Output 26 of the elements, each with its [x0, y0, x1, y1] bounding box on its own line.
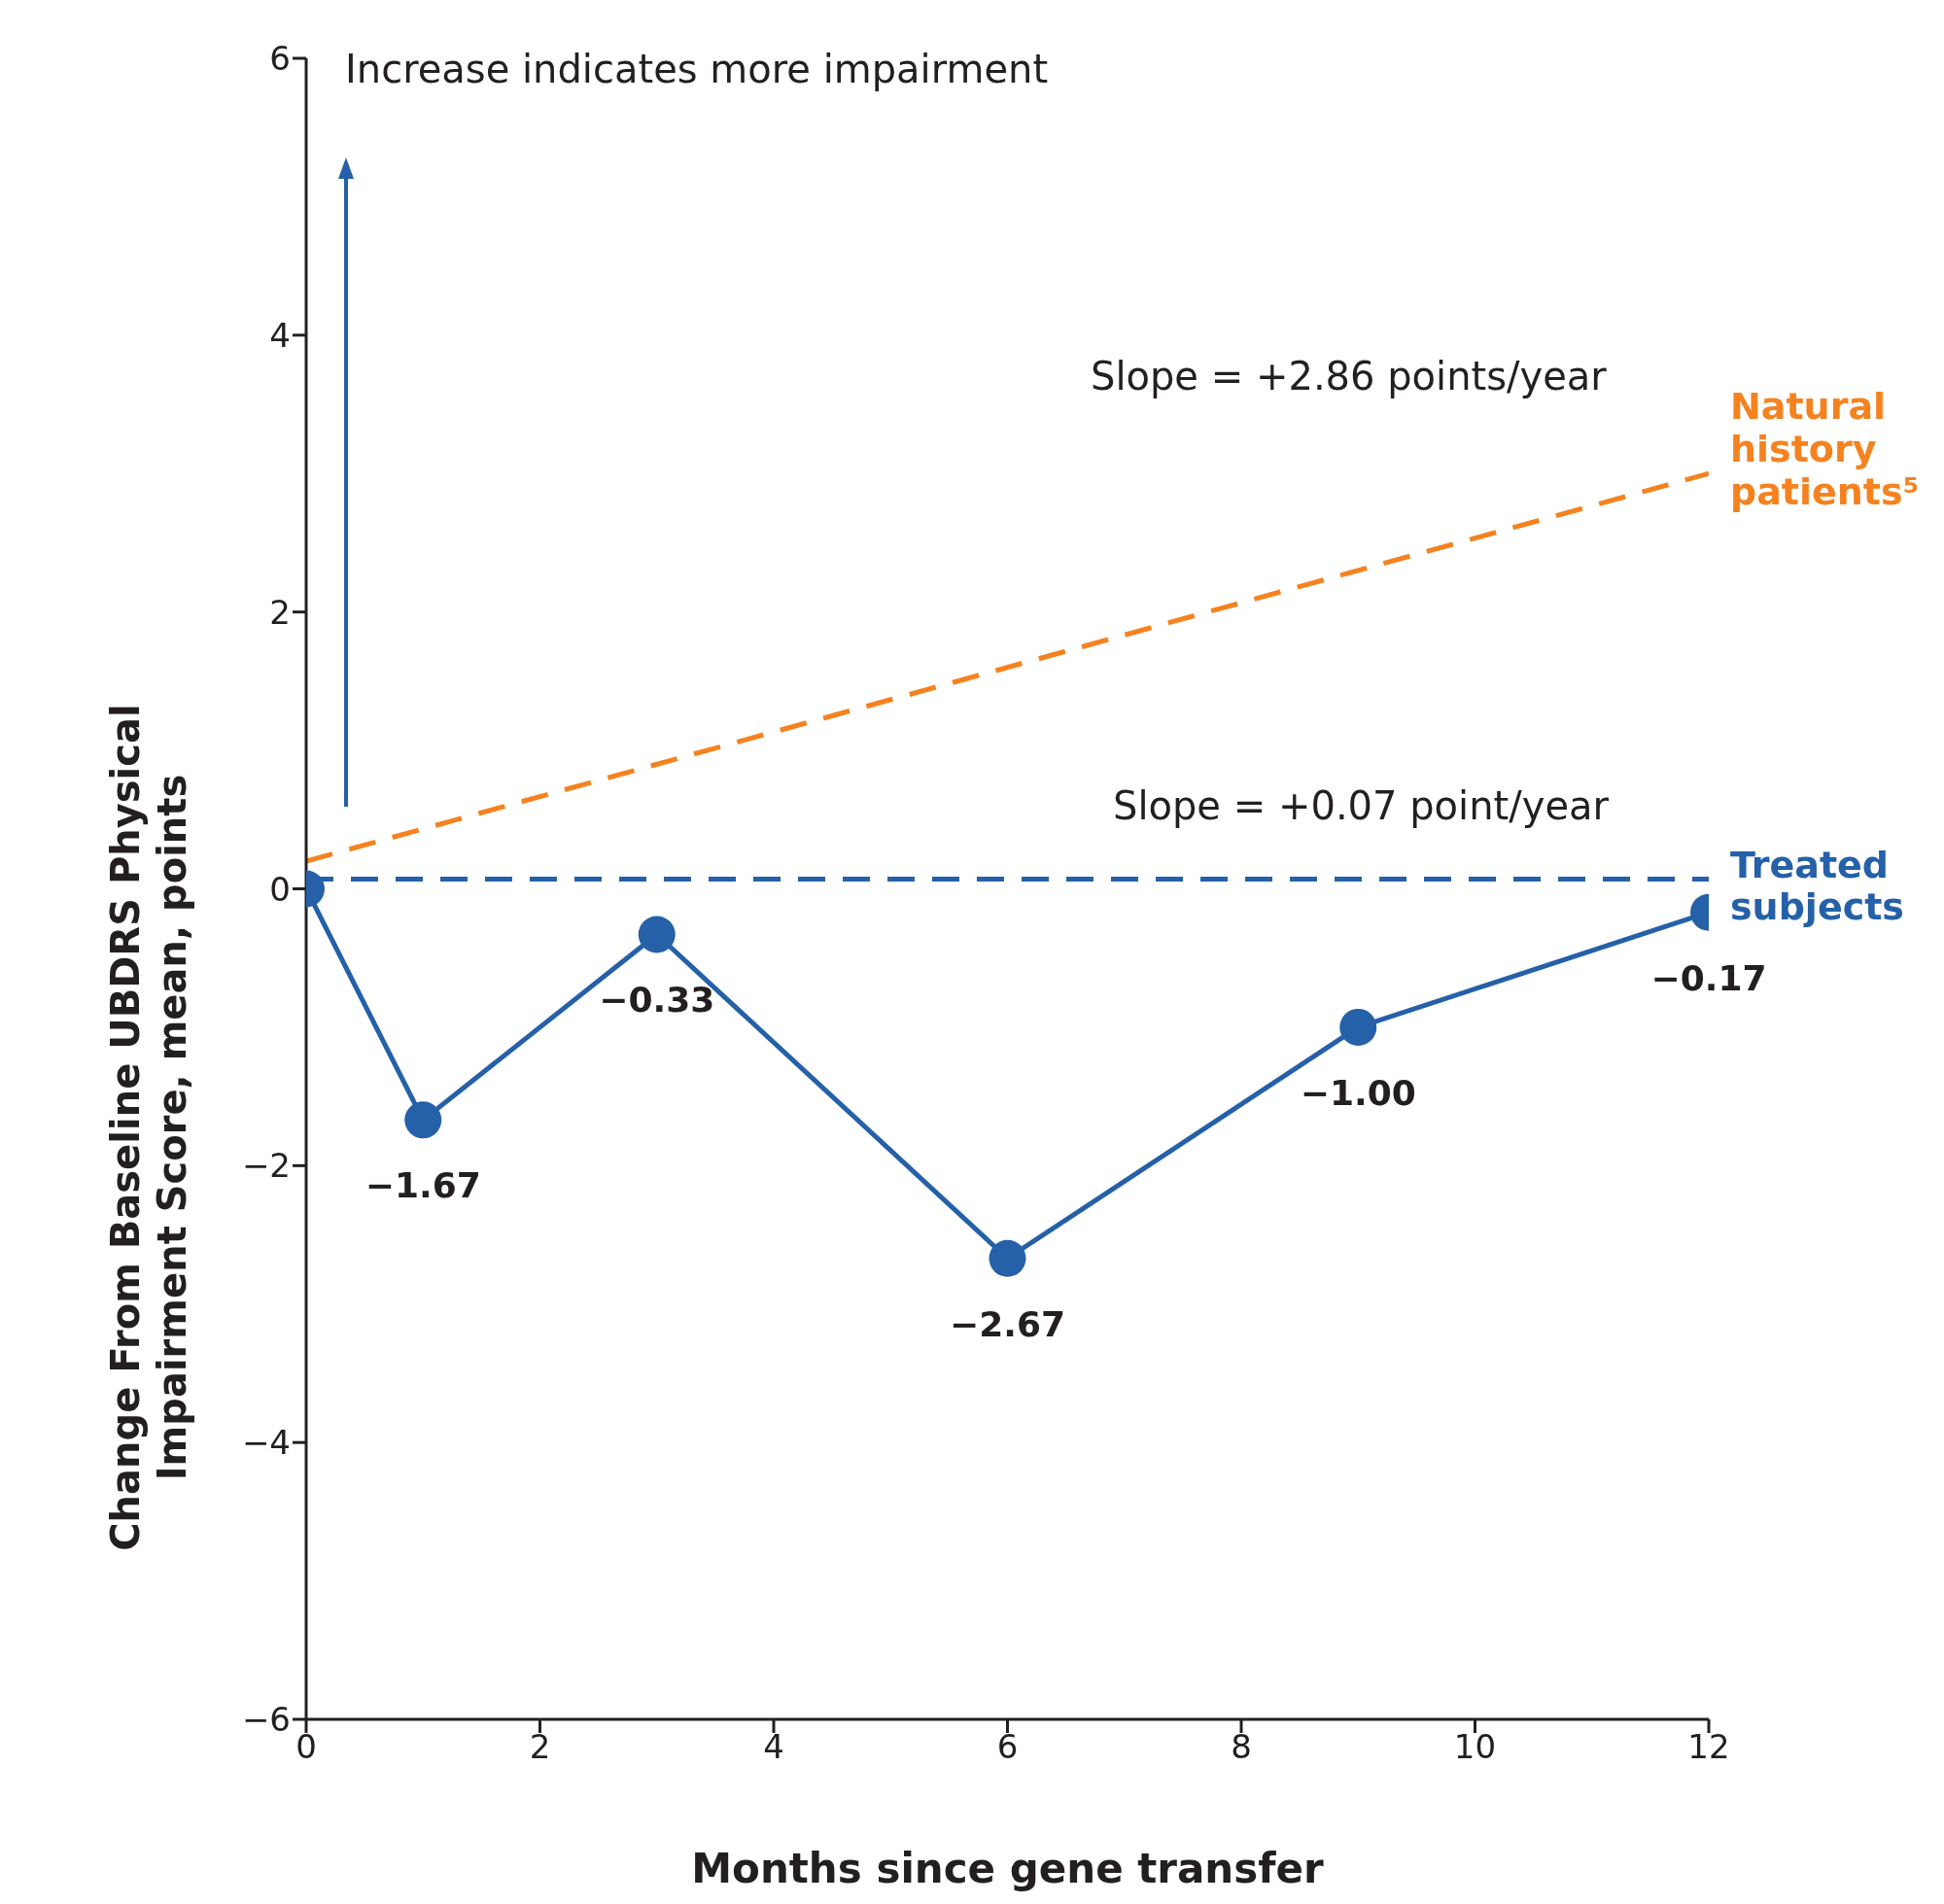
annotation: Slope = +2.86 points/year: [1091, 354, 1607, 398]
x-tick-label: 12: [1687, 1727, 1730, 1767]
annotation: Increase indicates more impairment: [345, 47, 1049, 91]
series-label: Treated subjects: [1730, 843, 1905, 930]
y-axis-title: Change From Baseline UBDRS Physical Impairment Score, mean, points: [102, 703, 195, 1553]
y-tick-label: 2: [269, 592, 291, 632]
y-tick-label: −6: [241, 1700, 291, 1740]
x-tick-label: 2: [529, 1727, 551, 1767]
data-label: −0.33: [599, 980, 715, 1021]
x-tick-label: 6: [996, 1727, 1019, 1767]
x-axis-title: Months since gene transfer: [690, 1845, 1325, 1892]
annotation: Slope = +0.07 point/year: [1113, 783, 1609, 828]
y-tick-label: 0: [269, 869, 291, 909]
data-label: −2.67: [950, 1303, 1065, 1344]
data-label: −1.67: [364, 1165, 481, 1206]
series-label: Natural history patients⁵: [1730, 385, 1921, 514]
x-tick-label: 0: [295, 1727, 317, 1767]
data-label: −1.00: [1300, 1072, 1416, 1113]
x-tick-label: 4: [763, 1727, 784, 1767]
y-tick-label: 4: [269, 315, 291, 355]
y-tick-label: −2: [241, 1146, 291, 1186]
y-tick-label: 6: [269, 39, 291, 79]
data-label: −0.17: [1650, 957, 1767, 998]
y-tick-label: −4: [241, 1423, 291, 1463]
x-tick-label: 8: [1231, 1727, 1252, 1767]
x-tick-label: 10: [1453, 1727, 1497, 1767]
